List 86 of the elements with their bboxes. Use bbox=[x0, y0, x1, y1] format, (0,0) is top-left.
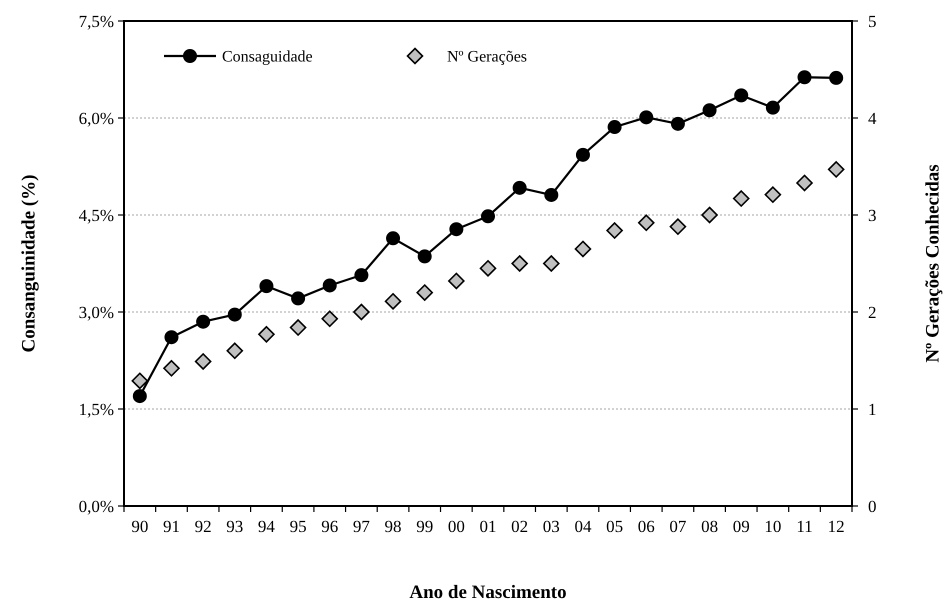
x-tick-label: 09 bbox=[732, 517, 750, 536]
x-tick-label: 99 bbox=[416, 517, 434, 536]
point bbox=[449, 222, 464, 236]
point bbox=[798, 70, 812, 84]
y2-axis-title: Nº Gerações Conhecidas bbox=[922, 164, 943, 363]
x-tick-label: 06 bbox=[638, 517, 655, 536]
point bbox=[290, 319, 306, 336]
point bbox=[576, 148, 590, 162]
y-axis-title: Consanguinidade (%) bbox=[18, 174, 40, 352]
x-tick-label: 11 bbox=[796, 517, 813, 536]
point bbox=[354, 268, 368, 282]
point bbox=[829, 70, 844, 85]
point bbox=[574, 240, 592, 258]
y2-tick-label: 0 bbox=[868, 496, 876, 516]
x-tick-label: 91 bbox=[162, 517, 180, 536]
point bbox=[258, 326, 275, 343]
y2-tick-label: 2 bbox=[868, 302, 876, 322]
y2-tick-label: 5 bbox=[868, 12, 876, 31]
x-tick-label: 93 bbox=[226, 517, 244, 536]
x-tick-label: 95 bbox=[290, 517, 307, 536]
x-tick-label: 97 bbox=[352, 517, 370, 536]
point bbox=[732, 190, 750, 207]
point bbox=[608, 120, 622, 134]
point bbox=[670, 218, 686, 235]
point bbox=[228, 308, 242, 322]
y-tick-label: 1,5% bbox=[78, 400, 114, 419]
x-tick-label: 08 bbox=[701, 517, 718, 536]
x-tick-label: 10 bbox=[764, 517, 782, 536]
y-tick-label: 0,0% bbox=[78, 496, 114, 516]
legend-label: Nº Gerações bbox=[447, 48, 528, 66]
y-tick-label: 4,5% bbox=[78, 206, 114, 225]
x-tick-label: 96 bbox=[321, 517, 338, 536]
x-tick-label: 07 bbox=[669, 517, 687, 536]
point bbox=[638, 214, 655, 232]
point bbox=[480, 260, 496, 277]
point bbox=[828, 161, 844, 178]
y-tick-label: 6,0% bbox=[78, 108, 114, 128]
point bbox=[764, 186, 782, 203]
point bbox=[291, 291, 306, 306]
point bbox=[196, 314, 210, 329]
x-tick-label: 90 bbox=[131, 517, 148, 536]
x-tick-label: 04 bbox=[574, 517, 592, 536]
point bbox=[734, 88, 748, 102]
y-tick-label: 3,0% bbox=[78, 302, 114, 322]
x-tick-label: 05 bbox=[606, 517, 624, 536]
point bbox=[321, 310, 338, 328]
point bbox=[416, 284, 433, 301]
y2-tick-label: 4 bbox=[868, 108, 877, 128]
point bbox=[132, 389, 147, 404]
x-tick-label: 02 bbox=[511, 517, 528, 536]
y2-tick-label: 3 bbox=[868, 206, 876, 225]
x-tick-label: 92 bbox=[194, 517, 212, 536]
point bbox=[511, 255, 528, 272]
point bbox=[448, 272, 465, 290]
point bbox=[194, 353, 212, 370]
x-tick-label: 03 bbox=[542, 517, 560, 536]
y2-tick-label: 1 bbox=[868, 400, 876, 419]
point bbox=[164, 330, 178, 344]
point bbox=[606, 222, 623, 239]
point bbox=[353, 304, 370, 320]
point bbox=[639, 110, 654, 124]
x-tick-label: 94 bbox=[258, 517, 276, 536]
point bbox=[766, 100, 780, 115]
point bbox=[386, 231, 400, 246]
point bbox=[418, 249, 432, 264]
x-axis-title: Ano de Nascimento bbox=[409, 582, 567, 603]
x-tick-label: 12 bbox=[828, 517, 845, 536]
point bbox=[481, 209, 495, 224]
x-tick-label: 00 bbox=[448, 517, 465, 536]
point bbox=[670, 116, 685, 131]
legend-label: Consaguidade bbox=[222, 48, 313, 66]
point bbox=[163, 360, 180, 377]
point bbox=[259, 279, 274, 294]
point bbox=[132, 372, 148, 390]
point bbox=[701, 206, 718, 224]
point bbox=[226, 342, 244, 360]
point bbox=[702, 103, 717, 118]
point bbox=[512, 180, 527, 195]
y-tick-label: 7,5% bbox=[78, 12, 114, 31]
x-tick-label: 01 bbox=[480, 517, 496, 536]
point bbox=[543, 255, 560, 272]
point bbox=[322, 278, 337, 292]
x-tick-label: 98 bbox=[384, 517, 402, 536]
point bbox=[544, 188, 558, 202]
point bbox=[384, 293, 402, 310]
point bbox=[796, 174, 813, 192]
